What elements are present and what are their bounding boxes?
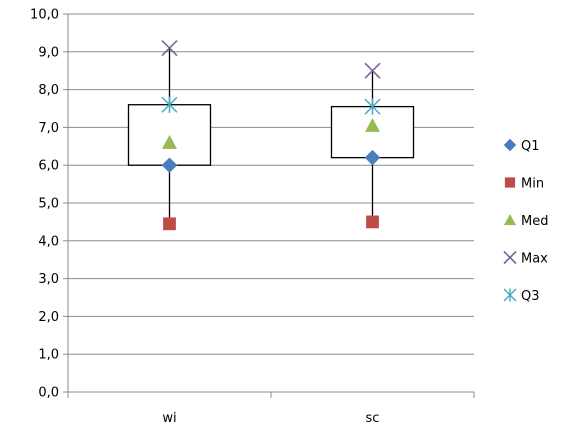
legend-label-min: Min [521,177,544,192]
y-tick-label: 8,0 [38,83,59,98]
y-tick-label: 3,0 [38,272,59,287]
boxes [127,48,415,224]
y-tick-label: 7,0 [38,121,59,136]
legend-marker-q3 [503,288,517,302]
marker-med-wi [162,135,177,149]
y-tick-label: 6,0 [38,159,59,174]
marker-q1-wi [161,157,178,174]
data-markers [161,39,381,231]
marker-min-wi [163,217,176,231]
axes [63,13,475,398]
legend-label-q1: Q1 [521,139,540,154]
box [127,104,212,166]
x-tick-label: sc [366,411,380,426]
marker-min-sc [366,215,379,229]
y-tick-label: 4,0 [38,234,59,249]
tick-labels: 0,0 1,0 2,0 3,0 4,0 5,0 6,0 7,0 8,0 9,0 10,0 wi sc [30,8,379,427]
marker-q1-sc [364,149,381,166]
marker-max-wi-stroke [161,39,178,57]
y-tick-label: 0,0 [38,386,59,401]
y-tick-label: 1,0 [38,348,59,363]
legend-label-q3: Q3 [521,289,540,304]
marker-max-sc [364,62,381,79]
legend-marker-max-stroke [503,250,517,265]
y-tick-label: 5,0 [38,197,59,212]
legend-label-max: Max [521,252,548,267]
y-tick-label: 10,0 [30,8,59,23]
x-tick-label: wi [162,411,176,426]
y-tick-label: 2,0 [38,310,59,325]
marker-q3-wi [161,96,178,113]
box [330,105,415,159]
legend-marker-q1 [503,138,517,152]
legend-marker-min [504,177,516,188]
marker-max-sc-stroke [364,62,381,79]
marker-med-sc [365,118,380,132]
y-tick-label: 9,0 [38,45,59,60]
marker-max-wi [161,39,178,57]
legend: Q1 Min Med Max Q3 [503,138,548,304]
marker-q3-sc [364,98,381,115]
legend-marker-med [504,214,516,226]
legend-label-med: Med [521,214,548,229]
gridlines [68,13,474,355]
legend-marker-max [503,250,517,265]
